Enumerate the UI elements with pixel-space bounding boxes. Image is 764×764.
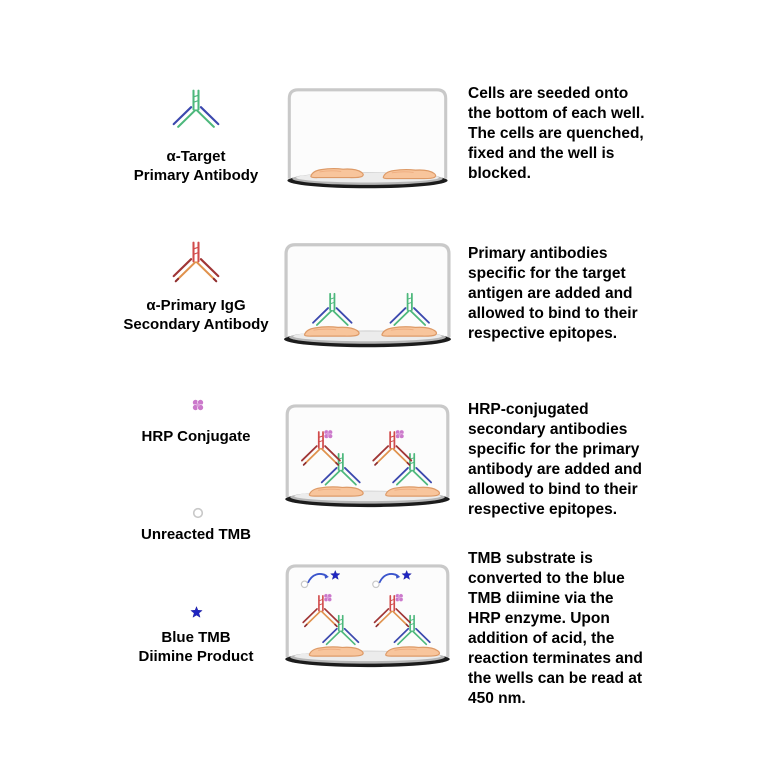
cell-shape [310,167,364,179]
well-illustration-step-2 [277,238,458,356]
step-1-description: Cells are seeded onto the bottom of each… [468,85,645,182]
cell-shape [385,646,441,657]
step-4-description: TMB substrate is converted to the blue T… [468,550,643,707]
hrp-conjugate-icon [191,398,205,412]
primary-antibody-icon [169,88,223,138]
step-2-description: Primary antibodies specific for the targ… [468,245,638,342]
hrp-conjugate-icon [323,593,333,602]
step-3-description: HRP-conjugated secondary antibodies spec… [468,401,642,518]
well-illustration-step-4 [277,560,458,675]
hrp-conjugate-icon [323,429,334,439]
hrp-conjugate-label: HRP Conjugate [141,428,251,445]
blue-tmb-diimine-icon [190,606,203,619]
well-illustration-step-1 [277,84,458,196]
secondary-antibody-label: α-Primary IgG Secondary Antibody [123,297,269,333]
cell-shape [308,646,364,657]
hrp-conjugate-icon [394,593,404,602]
cell-shape [385,486,441,497]
cell-shape [303,326,360,337]
secondary-antibody-icon [169,240,223,290]
primary-antibody-label: α-Target Primary Antibody [133,148,259,184]
cell-shape [381,326,438,337]
cell-shape [308,486,364,497]
unreacted-tmb-label: Unreacted TMB [140,526,252,543]
cell-shape [382,168,437,180]
unreacted-tmb-icon [192,507,204,519]
blue-tmb-diimine-label: Blue TMB Diimine Product [138,629,254,665]
well-illustration-step-3 [277,400,458,515]
hrp-conjugate-icon [395,429,405,439]
